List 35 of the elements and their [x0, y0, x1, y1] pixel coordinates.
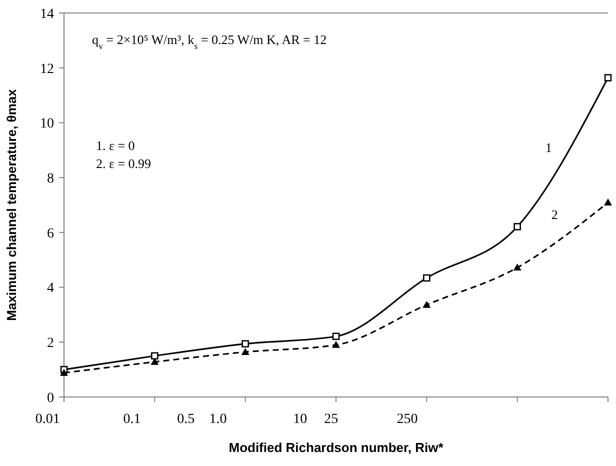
point — [242, 340, 249, 348]
y-tick-label: 12 — [40, 62, 54, 77]
point — [60, 368, 68, 376]
point — [150, 358, 159, 365]
point — [332, 340, 340, 348]
point — [604, 74, 612, 82]
text: 10 — [293, 412, 308, 427]
text: 0.1 — [123, 412, 141, 427]
point — [151, 352, 158, 360]
x-axis-title: Modified Richardson number, Riw* — [228, 440, 444, 455]
point — [514, 223, 521, 230]
annotation: q$_{v}$ = 2×10⁵ W/m³, k$_{s}$ = 0.25 W/m K, AR = 12 — [92, 32, 327, 51]
point — [422, 300, 431, 308]
annotation: 2. ε = 0.99 — [96, 156, 152, 171]
text: 250 — [396, 412, 418, 427]
point — [332, 332, 340, 340]
annotation: 1. ε = 0 — [96, 138, 135, 153]
text: 0.01 — [35, 412, 60, 427]
text: 0.5 — [177, 412, 195, 427]
point — [604, 198, 612, 206]
point — [513, 264, 522, 271]
series-label: 2 — [551, 207, 558, 222]
text: 25 — [324, 412, 338, 427]
point — [241, 348, 250, 356]
y-tick-label: 2 — [47, 336, 54, 352]
y-tick-label: 8 — [47, 171, 54, 186]
y-tick-label: 0 — [47, 390, 54, 406]
y-tick-label: 6 — [47, 226, 54, 242]
y-tick-label: 10 — [40, 116, 54, 132]
series-label: 1 — [545, 140, 552, 156]
y-tick-label: 14 — [40, 6, 54, 22]
text: 1.0 — [209, 412, 227, 427]
point — [423, 274, 430, 282]
y-axis-title: Maximum channel temperature, θmax — [4, 88, 19, 321]
y-tick-label: 4 — [47, 281, 54, 296]
